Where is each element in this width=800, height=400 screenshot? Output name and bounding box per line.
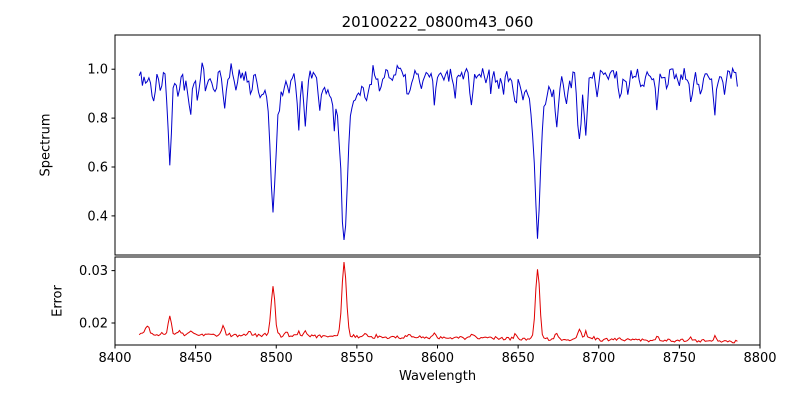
x-tick-label: 8650 [502, 351, 535, 366]
x-tick-label: 8700 [582, 351, 615, 366]
y-axis-label-spectrum: Spectrum [38, 113, 54, 177]
chart-title: 20100222_0800m43_060 [341, 13, 534, 31]
axes-spine-spectrum [114, 34, 761, 256]
x-tick-label: 8500 [260, 351, 293, 366]
x-tick-label: 8600 [421, 351, 454, 366]
axes-spine-error [114, 256, 761, 346]
y-tick-label: 0.6 [87, 161, 108, 176]
y-tick-label: 0.02 [79, 317, 108, 332]
x-tick-label: 8450 [179, 351, 212, 366]
x-axis-label: Wavelength [398, 369, 477, 384]
x-tick-label: 8550 [340, 351, 373, 366]
y-axis-label-error: Error [50, 285, 66, 317]
x-tick-label: 8400 [98, 351, 131, 366]
y-tick-label: 0.03 [79, 264, 108, 279]
y-tick-label: 0.8 [87, 112, 108, 127]
y-tick-label: 0.4 [87, 209, 108, 224]
x-tick-label: 8800 [743, 351, 776, 366]
y-tick-label: 1.0 [87, 63, 108, 78]
x-tick-label: 8750 [663, 351, 696, 366]
error-line [138, 261, 738, 344]
spectrum-line [138, 62, 738, 240]
